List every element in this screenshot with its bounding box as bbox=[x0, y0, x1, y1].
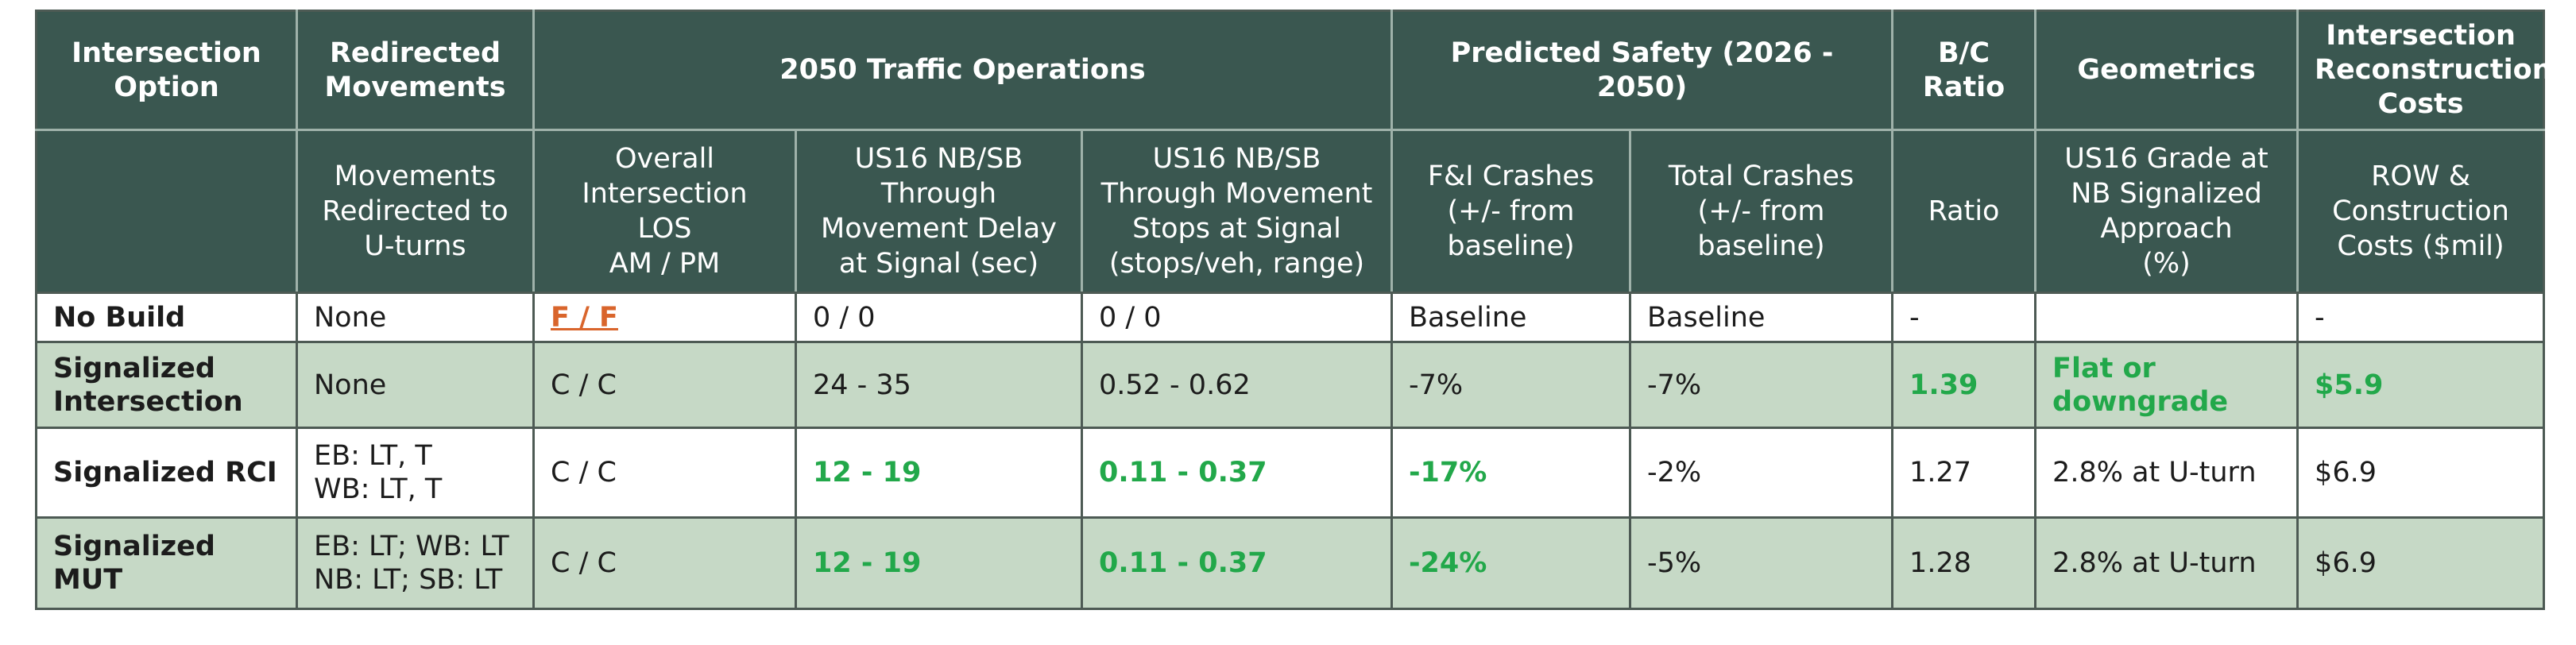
cell-option: Signalized Intersection bbox=[35, 341, 298, 429]
header-geometrics: Geometrics bbox=[2034, 10, 2299, 131]
header-row-metrics: Movements Redirected to U-turns Overall … bbox=[35, 129, 2546, 294]
header-row-costs: ROW & Construction Costs ($mil) bbox=[2296, 129, 2546, 294]
cell-bc-ratio: 1.27 bbox=[1891, 427, 2037, 519]
header-through-stops: US16 NB/SB Through Movement Stops at Sig… bbox=[1080, 129, 1394, 294]
cell-total-crashes: -7% bbox=[1629, 341, 1894, 429]
cell-option: No Build bbox=[35, 292, 298, 343]
cell-los: F / F bbox=[532, 292, 797, 343]
cell-stops: 0 / 0 bbox=[1080, 292, 1394, 343]
cell-redirected: EB: LT, T WB: LT, T bbox=[296, 427, 535, 519]
header-through-delay: US16 NB/SB Through Movement Delay at Sig… bbox=[795, 129, 1083, 294]
cell-los: C / C bbox=[532, 341, 797, 429]
header-row-groups: Intersection Option Redirected Movements… bbox=[35, 10, 2552, 131]
cell-delay: 12 - 19 bbox=[795, 516, 1083, 610]
header-bc-ratio: B/C Ratio bbox=[1891, 10, 2037, 131]
header-total-crashes: Total Crashes (+/- from baseline) bbox=[1629, 129, 1894, 294]
cell-redirected: None bbox=[296, 292, 535, 343]
cell-redirected: EB: LT; WB: LT NB: LT; SB: LT bbox=[296, 516, 535, 610]
cell-grade: Flat or downgrade bbox=[2034, 341, 2299, 429]
cell-total-crashes: -5% bbox=[1629, 516, 1894, 610]
header-ratio: Ratio bbox=[1891, 129, 2037, 294]
cell-total-crashes: -2% bbox=[1629, 427, 1894, 519]
cell-stops: 0.11 - 0.37 bbox=[1080, 516, 1394, 610]
header-movements-redirected: Movements Redirected to U-turns bbox=[296, 129, 535, 294]
cell-total-crashes: Baseline bbox=[1629, 292, 1894, 343]
cell-option: Signalized MUT bbox=[35, 516, 298, 610]
cell-cost: $6.9 bbox=[2296, 516, 2546, 610]
table-row-signalized-mut: Signalized MUT EB: LT; WB: LT NB: LT; SB… bbox=[35, 516, 2546, 610]
cell-redirected: None bbox=[296, 341, 535, 429]
cell-delay: 12 - 19 bbox=[795, 427, 1083, 519]
cell-bc-ratio: 1.39 bbox=[1891, 341, 2037, 429]
header-empty-cell bbox=[35, 129, 298, 294]
cell-fi-crashes: -24% bbox=[1390, 516, 1632, 610]
cell-bc-ratio: - bbox=[1891, 292, 2037, 343]
cell-cost: $5.9 bbox=[2296, 341, 2546, 429]
cell-bc-ratio: 1.28 bbox=[1891, 516, 2037, 610]
table-row-no-build: No Build None F / F 0 / 0 0 / 0 Baseline… bbox=[35, 292, 2546, 343]
header-fi-crashes: F&I Crashes (+/- from baseline) bbox=[1390, 129, 1632, 294]
header-traffic-operations: 2050 Traffic Operations bbox=[532, 10, 1394, 131]
header-reconstruction-costs: Intersection Reconstruction Costs bbox=[2296, 10, 2552, 131]
header-predicted-safety: Predicted Safety (2026 - 2050) bbox=[1390, 10, 1894, 131]
cell-cost: - bbox=[2296, 292, 2546, 343]
cell-grade: 2.8% at U-turn bbox=[2034, 516, 2299, 610]
cell-stops: 0.11 - 0.37 bbox=[1080, 427, 1394, 519]
cell-fi-crashes: -7% bbox=[1390, 341, 1632, 429]
cell-los: C / C bbox=[532, 427, 797, 519]
cell-delay: 0 / 0 bbox=[795, 292, 1083, 343]
cell-stops: 0.52 - 0.62 bbox=[1080, 341, 1394, 429]
table-row-signalized-rci: Signalized RCI EB: LT, T WB: LT, T C / C… bbox=[35, 427, 2546, 519]
header-grade: US16 Grade at NB Signalized Approach (%) bbox=[2034, 129, 2299, 294]
cell-fi-crashes: -17% bbox=[1390, 427, 1632, 519]
alternatives-comparison-table: Intersection Option Redirected Movements… bbox=[35, 10, 2552, 610]
cell-option: Signalized RCI bbox=[35, 427, 298, 519]
cell-grade: 2.8% at U-turn bbox=[2034, 427, 2299, 519]
table-row-signalized-intersection: Signalized Intersection None C / C 24 - … bbox=[35, 341, 2546, 429]
header-overall-los: Overall Intersection LOS AM / PM bbox=[532, 129, 797, 294]
header-redirected-movements: Redirected Movements bbox=[296, 10, 535, 131]
cell-grade bbox=[2034, 292, 2299, 343]
cell-fi-crashes: Baseline bbox=[1390, 292, 1632, 343]
header-intersection-option: Intersection Option bbox=[35, 10, 298, 131]
cell-los: C / C bbox=[532, 516, 797, 610]
cell-delay: 24 - 35 bbox=[795, 341, 1083, 429]
cell-cost: $6.9 bbox=[2296, 427, 2546, 519]
